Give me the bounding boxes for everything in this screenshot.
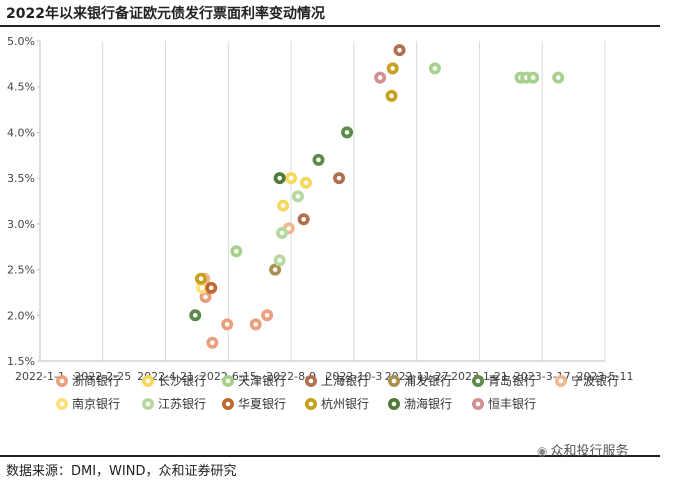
data-point (230, 245, 243, 258)
wechat-icon: ◉ (537, 444, 548, 458)
legend-marker (388, 398, 400, 410)
y-tick-label: 4.5% (7, 81, 35, 94)
data-point (299, 176, 312, 189)
legend-marker (56, 375, 68, 387)
data-point (194, 272, 207, 285)
data-source: 数据来源：DMI，WIND，众和证券研究 (6, 464, 237, 479)
legend-label: 南京银行 (72, 396, 120, 411)
scatter-chart: 2022-1-12022-2-252022-4-212022-6-152022-… (7, 35, 633, 411)
data-point (527, 71, 540, 84)
data-point (297, 213, 310, 226)
legend-marker (142, 375, 154, 387)
watermark-text: 众和投行服务 (550, 444, 629, 459)
data-point (341, 126, 354, 139)
data-point (285, 172, 298, 185)
legend-marker (555, 375, 567, 387)
y-tick-label: 2.5% (7, 264, 35, 277)
x-tick-label: 2022-8-9 (266, 370, 316, 383)
y-tick-label: 1.5% (7, 355, 35, 368)
axes: 2022-1-12022-2-252022-4-212022-6-152022-… (7, 35, 633, 383)
data-point (386, 62, 399, 75)
data-point (275, 227, 288, 239)
x-tick-label: 2022-1-1 (15, 370, 65, 383)
x-tick-label: 2022-10-3 (325, 370, 382, 383)
data-point (291, 190, 304, 203)
data-point (333, 172, 346, 185)
legend-marker (305, 398, 317, 410)
legend-label: 青岛银行 (488, 373, 536, 388)
data-point (269, 263, 282, 276)
data-point (273, 254, 286, 267)
legend-item: 南京银行 (56, 396, 120, 411)
legend-item: 浦发银行 (388, 373, 452, 388)
title-divider (0, 25, 660, 27)
data-point (196, 281, 209, 294)
data-point (199, 291, 212, 303)
x-tick-label: 2022-11-27 (385, 370, 449, 383)
y-tick-label: 4.0% (7, 126, 35, 139)
watermark: ◉ 众和投行服务 (537, 440, 629, 459)
data-point (374, 71, 387, 84)
y-tick-label: 3.0% (7, 218, 35, 231)
legend-item: 上海银行 (305, 373, 369, 388)
x-tick-label: 2023-5-11 (577, 370, 634, 383)
data-point (205, 281, 218, 294)
legend-item: 江苏银行 (142, 397, 206, 411)
legend-item: 渤海银行 (388, 396, 452, 411)
legend-label: 长沙银行 (158, 374, 206, 388)
legend-item: 宁波银行 (555, 373, 619, 388)
x-tick-label: 2022-2-25 (74, 370, 131, 383)
legend-label: 浦发银行 (404, 373, 452, 388)
data-point (428, 62, 441, 75)
data-point (189, 309, 202, 322)
legend-marker (305, 375, 317, 387)
y-tick-label: 2.0% (7, 309, 35, 322)
data-point (249, 318, 262, 331)
legend-label: 浙商银行 (72, 373, 120, 388)
data-point (206, 336, 219, 349)
legend-item: 华夏银行 (222, 397, 286, 411)
data-point (552, 71, 565, 84)
legend-marker (388, 375, 400, 387)
legend-label: 华夏银行 (238, 397, 286, 411)
legend-label: 江苏银行 (158, 397, 206, 411)
gridlines (102, 41, 606, 361)
legend-item: 恒丰银行 (472, 397, 536, 411)
source-divider (0, 455, 660, 457)
legend-item: 杭州银行 (305, 396, 369, 411)
chart-title: 2022年以来银行备证欧元债发行票面利率变动情况 (6, 6, 325, 22)
data-point (385, 89, 398, 102)
legend-marker (222, 375, 234, 387)
legend-label: 渤海银行 (404, 396, 452, 411)
legend-item: 青岛银行 (472, 373, 536, 388)
data-point (261, 309, 274, 322)
legend-label: 宁波银行 (571, 373, 619, 388)
legend-marker (472, 398, 484, 410)
legend-item: 浙商银行 (56, 373, 120, 388)
data-points (189, 44, 565, 349)
legend-marker (472, 375, 484, 387)
legend-label: 恒丰银行 (488, 397, 536, 411)
data-point (273, 172, 286, 185)
legend-label: 上海银行 (321, 373, 369, 388)
legend-label: 杭州银行 (321, 396, 369, 411)
y-tick-label: 3.5% (7, 172, 35, 185)
data-point (221, 318, 234, 331)
legend-marker (142, 398, 154, 410)
data-point (277, 199, 290, 212)
y-tick-label: 5.0% (7, 35, 35, 48)
data-point (312, 153, 325, 166)
legend-marker (222, 398, 234, 410)
legend-item: 天津银行 (222, 374, 286, 388)
legend-label: 天津银行 (238, 374, 286, 388)
data-point (393, 44, 406, 57)
legend-item: 长沙银行 (142, 374, 206, 388)
legend-marker (56, 398, 68, 410)
